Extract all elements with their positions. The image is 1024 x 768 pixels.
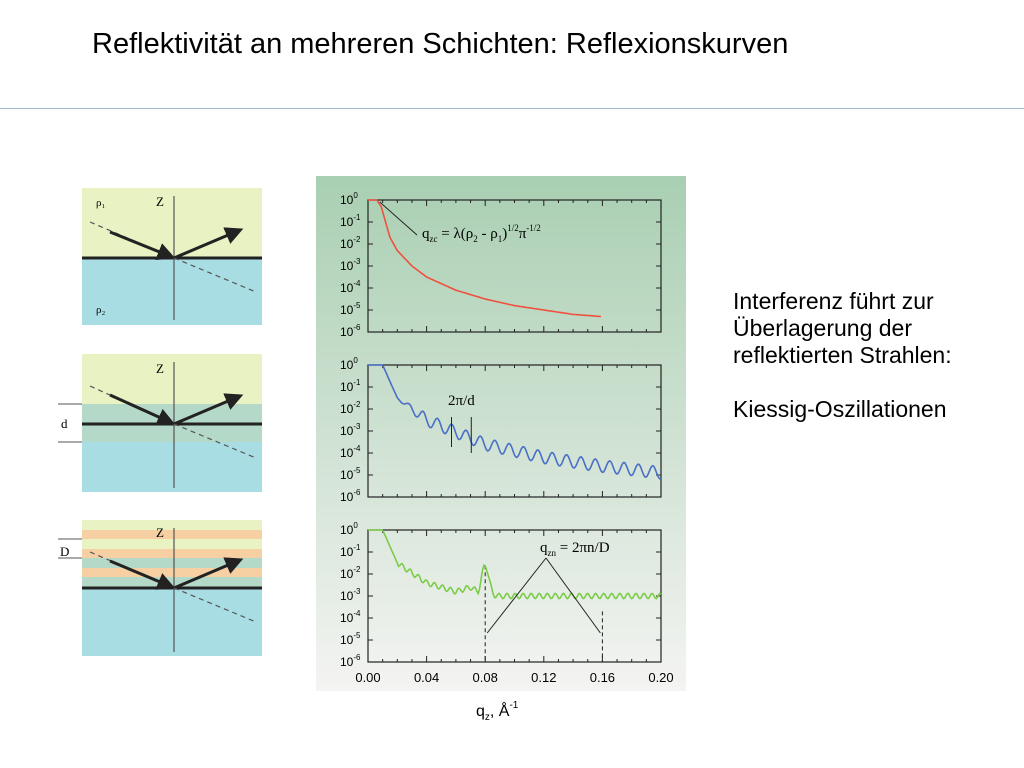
- y-tick-label: 100: [340, 356, 358, 372]
- multilayer-stripe: [82, 539, 262, 549]
- x-tick-label: 0.08: [473, 670, 498, 685]
- annotation-pointer: [379, 201, 418, 236]
- slide-title: Reflektivität an mehreren Schichten: Ref…: [92, 28, 789, 60]
- x-tick-label: 0.20: [648, 670, 673, 685]
- y-tick-label: 10-2: [340, 400, 361, 416]
- reflected-beam: [173, 227, 244, 260]
- y-tick-label: 10-3: [340, 257, 361, 273]
- multilayer-stripe: [82, 549, 262, 558]
- y-tick-label: 10-5: [340, 301, 361, 317]
- transmitted-beam: [173, 423, 257, 459]
- multilayer-stripe: [82, 530, 262, 539]
- chart-background: [316, 176, 686, 691]
- series-line-3: [368, 529, 662, 600]
- reflectivity-chart: 100 10-1 10-2 10-3 10-4 10-5 10-6 qzc = λ(ρ2 - …: [316, 176, 686, 720]
- lower-medium: [82, 258, 262, 325]
- transmitted-beam: [173, 257, 257, 293]
- y-tick-label: 10-4: [340, 444, 361, 460]
- x-tick-label: 0.12: [531, 670, 556, 685]
- x-tick-label: 0.04: [414, 670, 439, 685]
- D-label: D: [60, 544, 69, 559]
- upper-medium: [82, 520, 262, 530]
- y-tick-label: 10-2: [340, 235, 361, 251]
- upper-medium: [82, 188, 262, 258]
- y-tick-label: 10-6: [340, 653, 361, 669]
- y-tick-label: 100: [340, 521, 358, 537]
- y-tick-label: 10-6: [340, 488, 361, 504]
- incident-beam: [109, 559, 176, 590]
- incident-beam: [109, 393, 176, 426]
- d-label: d: [61, 416, 68, 431]
- reflected-beam: [173, 557, 244, 590]
- incident-beam: [109, 230, 176, 260]
- y-tick-label: 10-3: [340, 422, 361, 438]
- title-divider: [0, 108, 1024, 109]
- side-text-interference: Interferenz führt zur Überlagerung der r…: [733, 288, 952, 368]
- y-tick-label: 10-5: [340, 466, 361, 482]
- y-tick-label: 10-5: [340, 631, 361, 647]
- y-tick-label: 10-4: [340, 279, 361, 295]
- y-tick-label: 10-1: [340, 543, 361, 559]
- y-tick-label: 10-1: [340, 378, 361, 394]
- annotation-pointer: [486, 557, 547, 634]
- x-tick-label: 0.00: [355, 670, 380, 685]
- y-tick-label: 10-2: [340, 565, 361, 581]
- multilayer-stripe: [82, 558, 262, 568]
- reflection-schemes: ρ₁ ρ₂ Z d Z D Z: [58, 188, 262, 656]
- series-line-1: [368, 199, 601, 318]
- annotation-2pi-d: 2π/d: [448, 393, 475, 409]
- y-tick-label: 10-6: [340, 323, 361, 339]
- reflected-beam: [173, 393, 244, 426]
- z-label: Z: [156, 361, 164, 376]
- annotation-qzc: qzc = λ(ρ2 - ρ1)1/2π-1/2: [422, 223, 541, 244]
- rho2-label: ρ₂: [96, 304, 105, 316]
- z-label: Z: [156, 525, 164, 540]
- scheme-single-interface: ρ₁ ρ₂ Z: [82, 188, 262, 325]
- y-tick-label: 100: [340, 191, 358, 207]
- y-tick-label: 10-3: [340, 587, 361, 603]
- transmitted-beam: [173, 587, 257, 623]
- chart-panel-2: 100 10-1 10-2 10-3 10-4 10-5 10-6 2π/d: [340, 356, 662, 504]
- y-tick-label: 10-1: [340, 213, 361, 229]
- series-line-2: [368, 364, 662, 480]
- x-axis-label: qz, Å-1: [476, 700, 519, 720]
- scheme-multilayer: D Z: [58, 520, 262, 656]
- y-tick-label: 10-4: [340, 609, 361, 625]
- scheme-single-layer: d Z: [58, 354, 262, 492]
- z-label: Z: [156, 194, 164, 209]
- side-text-kiessig: Kiessig-Oszillationen: [733, 396, 947, 422]
- chart-panel-3: 100 10-1 10-2 10-3 10-4 10-5 10-6 qzn = 2πn/D: [340, 521, 662, 669]
- annotation-pointer: [545, 557, 601, 634]
- multilayer-stripe: [82, 568, 262, 577]
- x-tick-label: 0.16: [590, 670, 615, 685]
- chart-panel-1: 100 10-1 10-2 10-3 10-4 10-5 10-6 qzc = λ(ρ2 - …: [340, 191, 662, 339]
- rho1-label: ρ₁: [96, 197, 105, 209]
- substrate: [82, 442, 262, 492]
- side-text: Interferenz führt zur Überlagerung der r…: [733, 288, 973, 423]
- annotation-qzn: qzn = 2πn/D: [540, 540, 610, 558]
